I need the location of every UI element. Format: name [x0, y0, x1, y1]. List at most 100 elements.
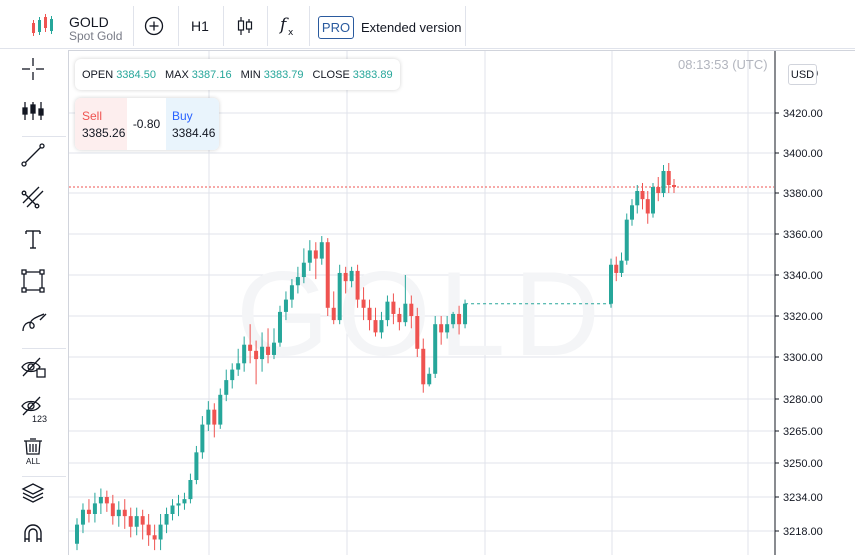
- candle-body: [463, 303, 468, 325]
- interval-button[interactable]: H1: [191, 18, 209, 34]
- candle-body: [619, 260, 624, 273]
- candle-body: [349, 270, 354, 282]
- toolbar-divider: [22, 476, 66, 477]
- sell-price: 3385.26: [82, 126, 126, 140]
- remove-all-label: ALL: [26, 457, 41, 465]
- trend-line-tool-button[interactable]: [20, 137, 68, 173]
- extended-version-link[interactable]: Extended version: [361, 20, 462, 35]
- candle-body: [122, 509, 127, 517]
- toolbar-divider: [178, 6, 179, 46]
- candle-body: [661, 171, 666, 193]
- candle-body: [313, 250, 318, 259]
- candle-body: [200, 424, 205, 453]
- fib-tool-button[interactable]: [20, 179, 68, 215]
- candle-body: [445, 324, 450, 333]
- trend-line-icon: [21, 143, 45, 167]
- ohlc-close: CLOSE 3383.89: [312, 68, 393, 81]
- toolbar-divider: [22, 348, 66, 349]
- candle-body: [672, 185, 676, 187]
- candle-body: [609, 264, 613, 304]
- candle-body: [343, 272, 348, 282]
- candle-body: [427, 373, 432, 385]
- candle-body: [182, 499, 187, 504]
- candle-body: [433, 324, 438, 374]
- function-icon: f x: [278, 15, 294, 37]
- candle-body: [403, 303, 408, 323]
- candle-body: [439, 324, 444, 333]
- rectangle-tool-button[interactable]: [20, 263, 68, 299]
- price-axis-label: 3340.00: [783, 270, 823, 282]
- buy-label: Buy: [172, 109, 193, 123]
- buy-button[interactable]: Buy 3384.46: [166, 98, 219, 150]
- price-axis-label: 3400.00: [783, 148, 823, 160]
- candle-body: [451, 313, 456, 325]
- pro-badge[interactable]: PRO: [318, 16, 354, 39]
- chart-frame: [68, 50, 855, 555]
- candles-logo-icon: [32, 14, 53, 36]
- indicators-tool-button[interactable]: [20, 93, 68, 129]
- candle-body: [86, 509, 91, 514]
- symbol-description: Spot Gold: [69, 29, 123, 43]
- hide-drawings-button[interactable]: [20, 349, 68, 385]
- candle-body: [272, 342, 277, 355]
- candle-body: [457, 313, 462, 325]
- candlestick-type-icon: [237, 17, 253, 35]
- price-axis-label: 3265.00: [783, 426, 823, 438]
- candle-body: [630, 205, 634, 220]
- svg-text:x: x: [288, 28, 294, 37]
- compare-symbol-button[interactable]: [140, 10, 168, 42]
- brush-tool-button[interactable]: [20, 305, 68, 341]
- remove-all-icon: ALL: [24, 438, 42, 465]
- ohlc-low: MIN 3383.79: [240, 68, 304, 81]
- remove-all-button[interactable]: ALL: [20, 433, 68, 469]
- candle-body: [337, 272, 342, 321]
- symbol-name[interactable]: GOLD: [69, 14, 109, 30]
- candle-body: [301, 262, 306, 278]
- toolbar-divider: [133, 6, 134, 46]
- candle-body: [355, 270, 360, 300]
- candle-body: [624, 219, 629, 261]
- candle-body: [230, 369, 235, 381]
- candle-body: [373, 320, 378, 333]
- server-time: 08:13:53 (UTC): [678, 57, 768, 72]
- candle-body: [289, 285, 294, 300]
- chart-type-button[interactable]: [233, 10, 257, 42]
- candle-body: [379, 320, 384, 333]
- candle-body: [656, 187, 661, 193]
- candle-body: [254, 350, 259, 360]
- candle-body: [164, 514, 169, 525]
- sell-button[interactable]: Sell 3385.26: [75, 98, 127, 150]
- candle-body: [266, 346, 271, 355]
- text-tool-button[interactable]: [20, 221, 68, 257]
- price-axis-label: 3234.00: [783, 492, 823, 504]
- candle-body: [295, 277, 300, 286]
- toolbar-divider: [267, 6, 268, 46]
- candle-body: [367, 307, 372, 321]
- buy-price: 3384.46: [172, 126, 216, 140]
- spread-value: -0.80: [132, 117, 161, 131]
- price-axis-label: 3300.00: [783, 352, 823, 364]
- price-axis-label: 3250.00: [783, 458, 823, 470]
- candle-body: [260, 346, 265, 360]
- currency-button[interactable]: USD: [788, 64, 817, 85]
- candle-body: [391, 301, 396, 314]
- magnet-button[interactable]: [20, 517, 68, 553]
- layers-button[interactable]: [20, 475, 68, 511]
- top-toolbar: GOLD Spot Gold H1 f x PRO Extended versi…: [0, 0, 855, 49]
- sell-label: Sell: [82, 109, 103, 123]
- toolbar-divider: [22, 136, 66, 137]
- hide-drawings-icon: [21, 357, 46, 378]
- layers-icon: [21, 483, 45, 503]
- crosshair-tool-button[interactable]: [20, 51, 68, 87]
- candle-body: [331, 307, 336, 321]
- candle-body: [242, 344, 247, 364]
- hide-indicators-button[interactable]: 123: [20, 391, 68, 427]
- magnet-icon: [24, 524, 42, 542]
- text-tool-icon: [25, 230, 41, 249]
- price-axis-label: 3320.00: [783, 311, 823, 323]
- candle-body: [421, 348, 426, 385]
- indicators-button[interactable]: f x: [277, 10, 299, 42]
- candle-body: [614, 264, 619, 273]
- candle-body: [385, 301, 390, 321]
